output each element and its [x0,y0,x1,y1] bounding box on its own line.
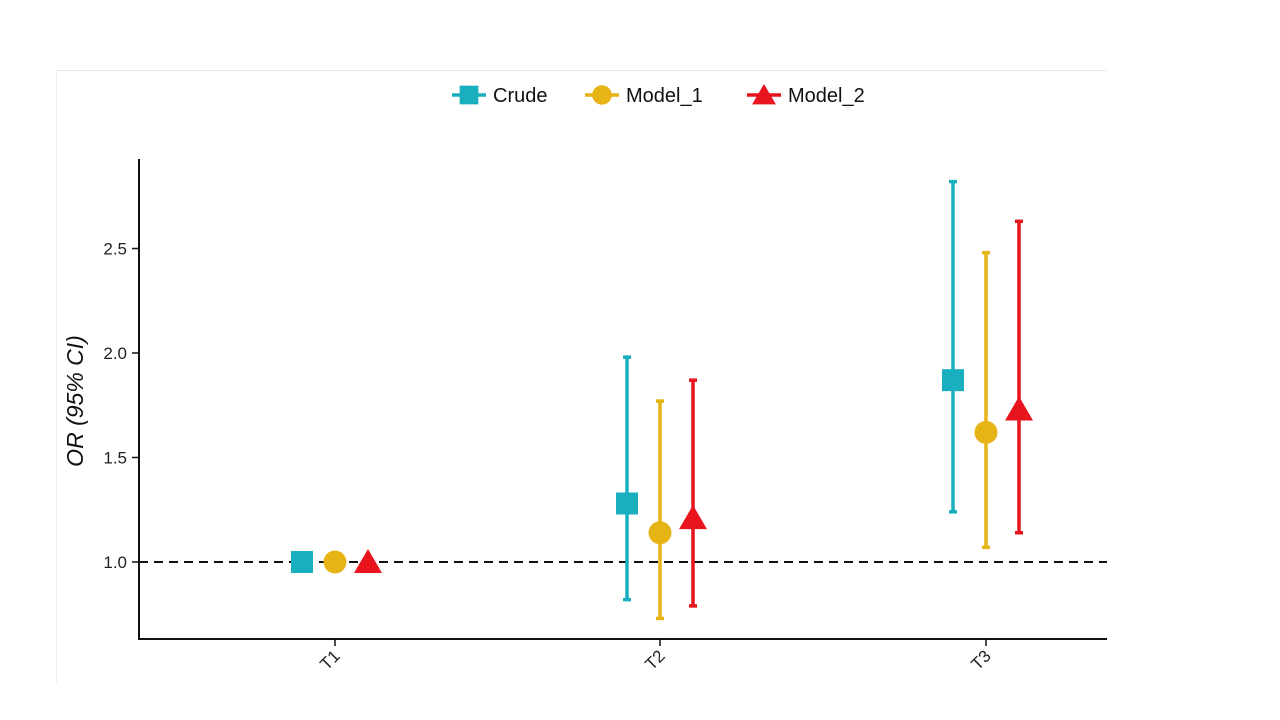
y-tick-label: 2.5 [103,240,127,259]
y-tick-label: 2.0 [103,344,127,363]
data-point [974,420,998,444]
error-bar-chart: Crude Model_1 Model_2 1.0 1.5 2.0 2.5 T1 T2 T3 O… [62,83,1107,674]
legend-label: Model_1 [626,85,703,107]
data-point [354,549,382,574]
data-point [942,369,964,392]
legend-label: Model_2 [788,85,865,107]
plot-area: 1.0 1.5 2.0 2.5 T1 T2 T3 [103,159,1107,674]
legend-key-circle [592,85,612,105]
y-tick-label: 1.0 [103,553,127,572]
x-tick-label: T1 [316,646,343,673]
data-point [679,505,707,530]
x-tick-label: T2 [641,646,668,673]
legend-key-square [459,85,479,105]
legend-key-triangle [752,83,776,105]
series-crude [291,179,964,602]
data-point [1005,396,1033,421]
chart-figure: Crude Model_1 Model_2 1.0 1.5 2.0 2.5 T1 T2 T3 O… [56,70,1107,683]
y-tick-label: 1.5 [103,449,127,468]
y-axis-label: OR (95% CI) [62,335,88,467]
x-tick-label: T3 [967,646,994,673]
data-point [323,550,347,574]
data-point [291,551,313,573]
series-model-1 [323,250,998,621]
data-point [616,492,638,515]
series-model-2 [354,219,1033,608]
legend-label: Crude [493,85,547,107]
legend: Crude Model_1 Model_2 [452,83,865,107]
data-point [648,521,672,545]
